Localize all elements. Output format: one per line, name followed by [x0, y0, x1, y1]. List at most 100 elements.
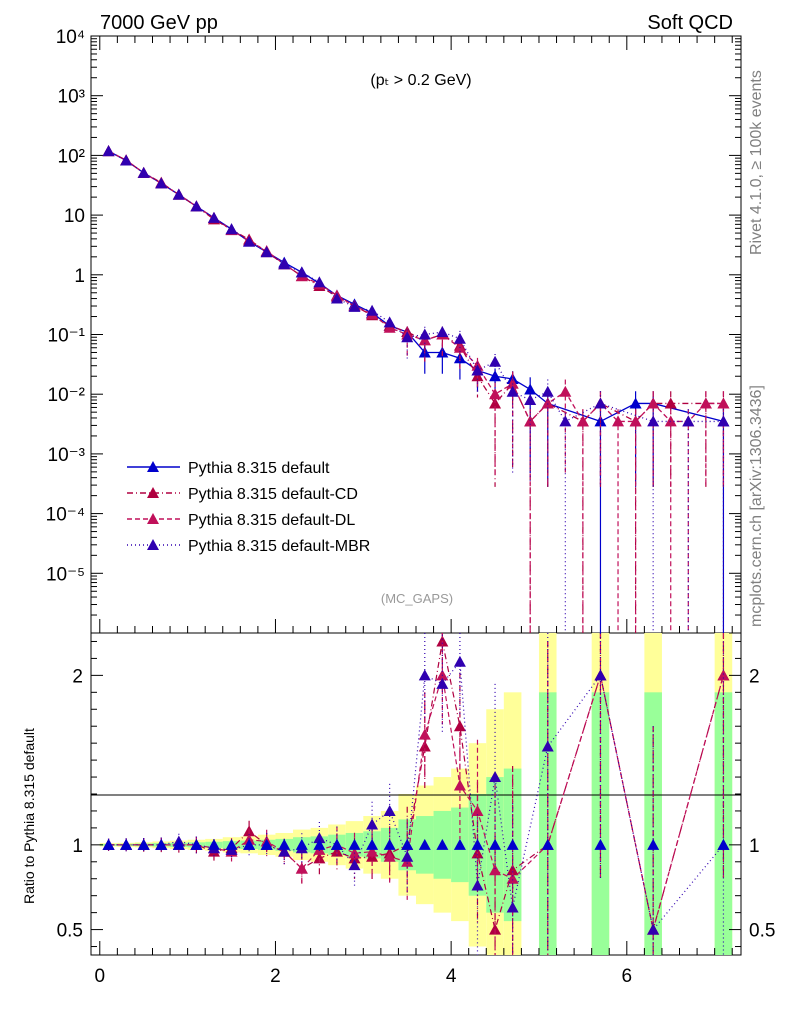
ratio-reference-point	[155, 838, 168, 850]
data-point	[489, 388, 502, 400]
data-point	[629, 397, 642, 409]
ratio-point	[418, 669, 431, 681]
data-point	[647, 397, 660, 409]
series-line	[108, 150, 724, 423]
ratio-point	[717, 669, 730, 681]
ratio-reference-point	[471, 838, 484, 850]
series-main	[102, 145, 730, 633]
ratio-point	[453, 720, 466, 732]
ratio-y-tick-label: 1	[72, 836, 83, 857]
legend-label: Pythia 8.315 default-CD	[188, 486, 358, 503]
legend-marker	[147, 539, 159, 550]
data-point	[453, 332, 466, 344]
data-point	[699, 397, 712, 409]
ratio-y-tick-label: 0.5	[57, 921, 83, 942]
ratio-point	[383, 804, 396, 816]
ratio-reference-point	[436, 838, 449, 850]
data-point	[471, 364, 484, 376]
ratio-reference-point	[541, 838, 554, 850]
ratio-point	[453, 655, 466, 667]
legend: Pythia 8.315 default Pythia 8.315 default…	[127, 460, 370, 555]
data-point	[190, 200, 203, 212]
data-point	[260, 246, 273, 258]
ratio-reference-point	[383, 838, 396, 850]
series-line	[108, 150, 724, 423]
data-point	[489, 355, 502, 367]
data-point	[576, 415, 589, 427]
ratio-point	[489, 771, 502, 783]
data-point	[102, 145, 115, 157]
data-point	[348, 300, 361, 312]
ratio-reference-point	[102, 838, 115, 850]
header-right: Soft QCD	[647, 12, 733, 34]
data-point	[664, 397, 677, 409]
ratio-reference-point	[453, 838, 466, 850]
data-point	[524, 383, 537, 395]
ratio-point	[401, 850, 414, 862]
y-tick-label: 10	[64, 206, 85, 227]
data-point	[418, 334, 431, 346]
y-tick-label: 10³	[58, 87, 85, 108]
ratio-y-tick-label: 2	[72, 666, 83, 687]
ratio-ylabel: Ratio to Pythia 8.315 default	[21, 728, 37, 904]
legend-marker	[147, 461, 159, 472]
ratio-reference-point	[137, 838, 150, 850]
data-point	[120, 154, 133, 166]
ratio-reference-point	[366, 838, 379, 850]
y-tick-label: 10⁻⁵	[46, 564, 85, 585]
ratio-point	[418, 728, 431, 740]
ratio-y-tick-label-right: 1	[749, 836, 760, 857]
ratio-reference-point	[330, 838, 343, 850]
ratio-point	[489, 864, 502, 876]
y-tick-label: 1	[74, 266, 85, 287]
ratio-y-tick-label-right: 2	[749, 666, 760, 687]
ratio-point	[471, 804, 484, 816]
ratio-reference-point	[418, 838, 431, 850]
legend-marker	[147, 487, 159, 498]
data-point	[717, 397, 730, 409]
data-point	[401, 331, 414, 343]
data-point	[155, 177, 168, 189]
ratio-point	[313, 832, 326, 844]
band-green	[714, 692, 733, 955]
ratio-point	[366, 845, 379, 857]
ratio-point	[506, 864, 519, 876]
ratio-point	[383, 850, 396, 862]
y-tick-label: 10⁻³	[48, 445, 86, 466]
ratio-line	[108, 672, 725, 930]
ratio-reference-point	[401, 838, 414, 850]
data-point	[541, 385, 554, 397]
ratio-point	[418, 740, 431, 752]
x-tick-label: 2	[270, 966, 281, 987]
ratio-point	[647, 923, 660, 935]
x-tick-label: 0	[94, 966, 105, 987]
band-green	[591, 692, 610, 955]
data-point	[436, 326, 449, 338]
ratio-reference-point	[594, 838, 607, 850]
ratio-point	[453, 779, 466, 791]
data-point	[612, 415, 625, 427]
data-point	[682, 415, 695, 427]
ratio-y-tick-label-right: 0.5	[749, 921, 775, 942]
data-point	[172, 188, 185, 200]
data-point	[489, 370, 502, 382]
ratio-point	[541, 740, 554, 752]
data-point	[313, 276, 326, 288]
data-point	[664, 415, 677, 427]
ratio-reference-point	[348, 838, 361, 850]
ratio-reference-point	[647, 838, 660, 850]
data-point	[594, 397, 607, 409]
y-tick-label: 10⁴	[56, 27, 85, 48]
cut-label: (pₜ > 0.2 GeV)	[370, 72, 471, 89]
header-left: 7000 GeV pp	[100, 12, 218, 34]
data-point	[330, 292, 343, 304]
x-tick-label: 4	[446, 966, 457, 987]
ratio-point	[348, 859, 361, 871]
legend-marker	[147, 513, 159, 524]
ratio-point	[506, 901, 519, 913]
data-point	[524, 393, 537, 405]
ratio-point	[366, 818, 379, 830]
ratio-reference-point	[120, 838, 133, 850]
ratio-reference-point	[207, 838, 220, 850]
